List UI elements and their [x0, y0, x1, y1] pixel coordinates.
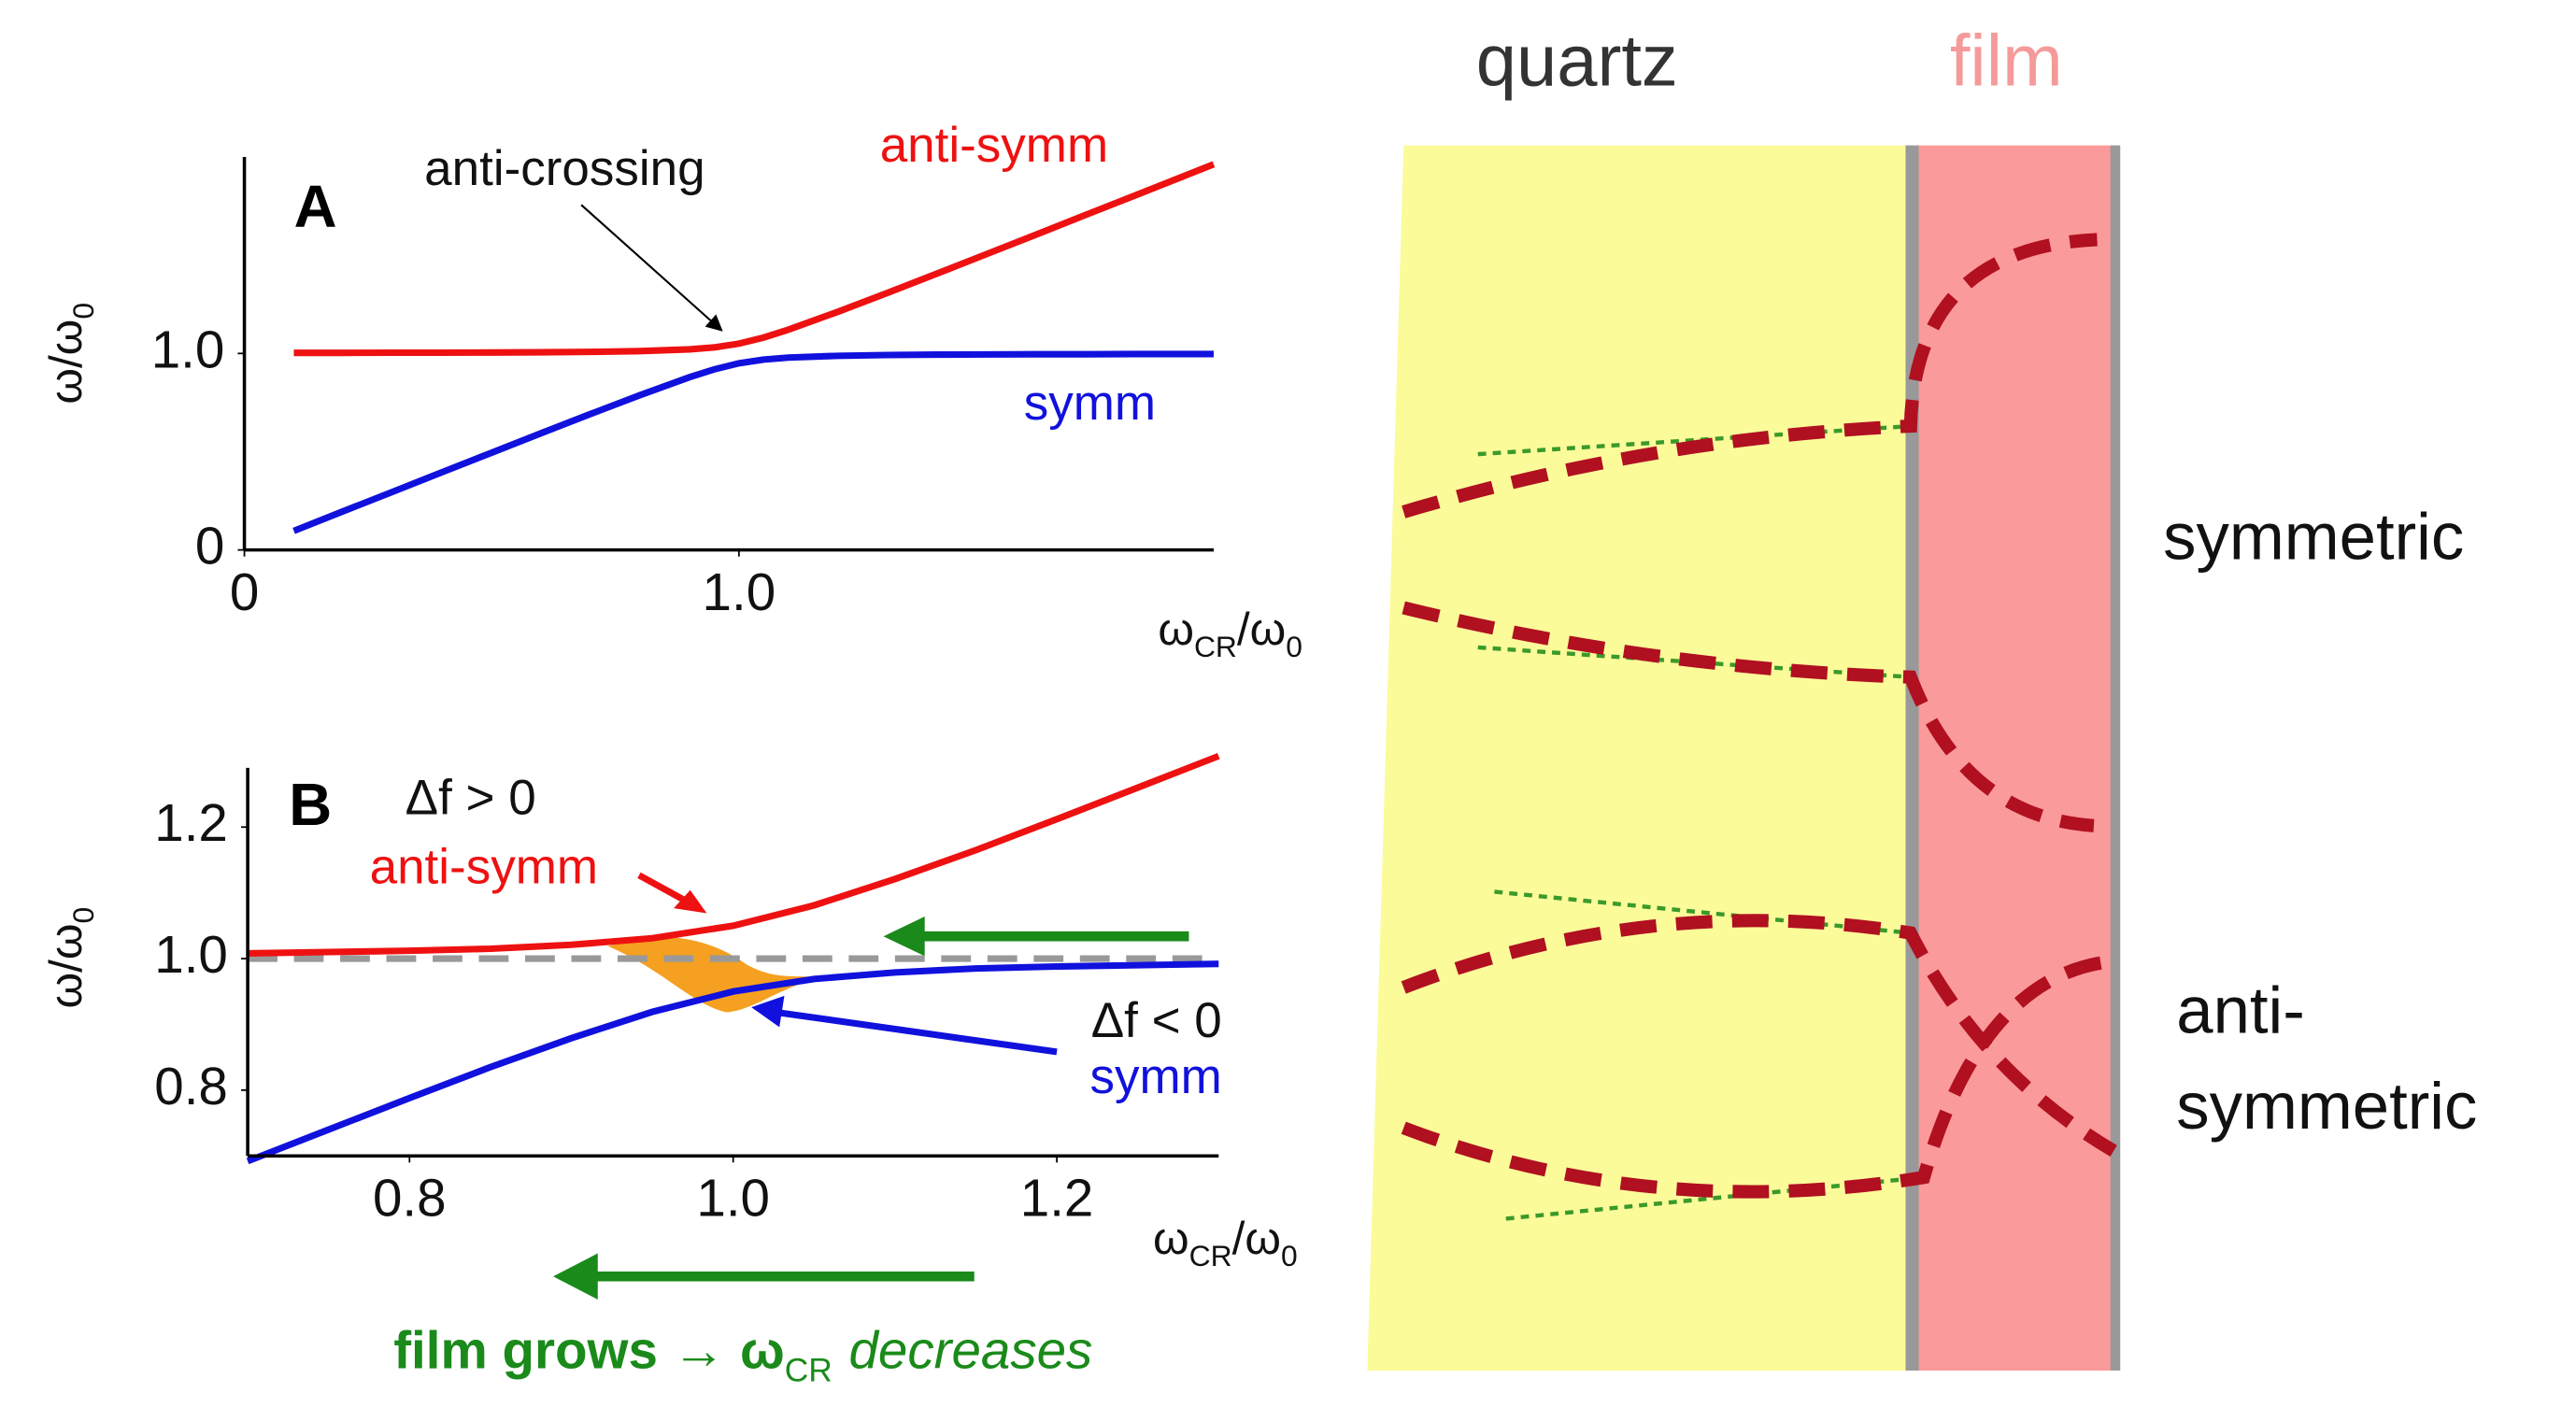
label-part: ω [1153, 1213, 1189, 1264]
label-part: /ω [1232, 1213, 1281, 1264]
x-tick-label: 1.0 [703, 562, 776, 621]
annotation-arrow [580, 204, 723, 332]
label-part: CR [1194, 630, 1237, 663]
y-tick-label: 0 [195, 517, 224, 576]
mode-profiles [1401, 233, 2117, 1199]
series-line [246, 960, 1219, 1165]
label-part: 0 [67, 303, 101, 320]
y-axis-label: ω/ω0 [40, 907, 100, 1009]
caption-part: decreases [848, 1320, 1092, 1379]
arrow-head [674, 889, 707, 914]
annotation-arrow [637, 872, 692, 906]
label-part: ω/ω [40, 320, 92, 405]
annotation: Δf < 0 [1091, 993, 1222, 1048]
quartz-label: quartz [1476, 21, 1678, 101]
arrow-head [751, 995, 785, 1028]
quartz-region [1367, 145, 1911, 1371]
series-label: symm [1089, 1049, 1221, 1104]
label-part: ω/ω [40, 924, 92, 1009]
label-part: 0 [67, 907, 101, 924]
x-tick-label: 0.8 [373, 1169, 447, 1228]
x-tick-label: 0 [230, 562, 259, 621]
y-tick-label: 0.8 [154, 1057, 228, 1116]
series-label: anti-symm [370, 839, 598, 894]
label-part: CR [1189, 1240, 1232, 1273]
x-axis-label: ωCR/ω0 [1158, 604, 1302, 663]
caption-part: CR [785, 1352, 833, 1388]
label-part: /ω [1237, 604, 1286, 655]
y-tick-label: 1.0 [154, 925, 228, 984]
arrow-head [553, 1253, 598, 1300]
series-line [292, 350, 1214, 534]
y-tick-label: 1.0 [151, 320, 225, 378]
label-part: 0 [1281, 1240, 1298, 1273]
label-part: 0 [1286, 630, 1302, 663]
caption: film grows → ωCR decreases [393, 1320, 1092, 1388]
annotation: Δf > 0 [406, 770, 536, 825]
layer-diagram: quartz film symmetric anti- symmetric [1367, 21, 2477, 1371]
annotation: anti-crossing [424, 141, 704, 196]
series-label: symm [1024, 376, 1156, 431]
panel-label: A [294, 174, 337, 240]
shift-region [607, 936, 821, 1013]
y-axis-label: ω/ω0 [40, 303, 100, 405]
arrow-head [883, 916, 925, 957]
panel-label: B [289, 772, 332, 838]
annotation-arrow [776, 1008, 1058, 1056]
symmetric-label: symmetric [2163, 499, 2464, 573]
x-tick-label: 1.2 [1020, 1169, 1094, 1228]
antisymmetric-label: anti- [2176, 974, 2305, 1047]
x-tick-label: 1.0 [696, 1169, 770, 1228]
film-label: film [1950, 21, 2063, 101]
caption-part: film grows → ω [393, 1320, 785, 1379]
y-tick-label: 1.2 [154, 793, 228, 852]
series-line [293, 161, 1216, 357]
series-label: anti-symm [880, 118, 1108, 173]
antisymmetric-label: symmetric [2176, 1069, 2477, 1143]
x-axis-label: ωCR/ω0 [1153, 1213, 1298, 1272]
film-region [1915, 145, 2115, 1371]
series-line [248, 752, 1220, 957]
label-part: ω [1158, 604, 1194, 655]
